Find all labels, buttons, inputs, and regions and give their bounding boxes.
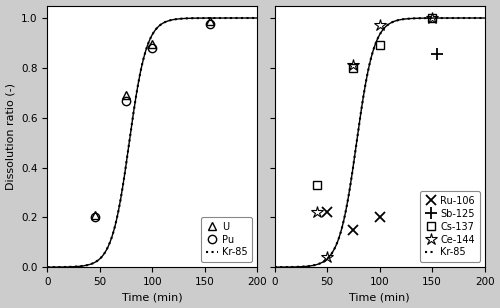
X-axis label: Time (min): Time (min) <box>350 292 410 302</box>
Legend: Ru-106, Sb-125, Cs-137, Ce-144, Kr-85: Ru-106, Sb-125, Cs-137, Ce-144, Kr-85 <box>420 191 480 262</box>
X-axis label: Time (min): Time (min) <box>122 292 182 302</box>
Y-axis label: Dissolution ratio (-): Dissolution ratio (-) <box>6 83 16 190</box>
Legend: U, Pu, Kr-85: U, Pu, Kr-85 <box>202 217 252 262</box>
